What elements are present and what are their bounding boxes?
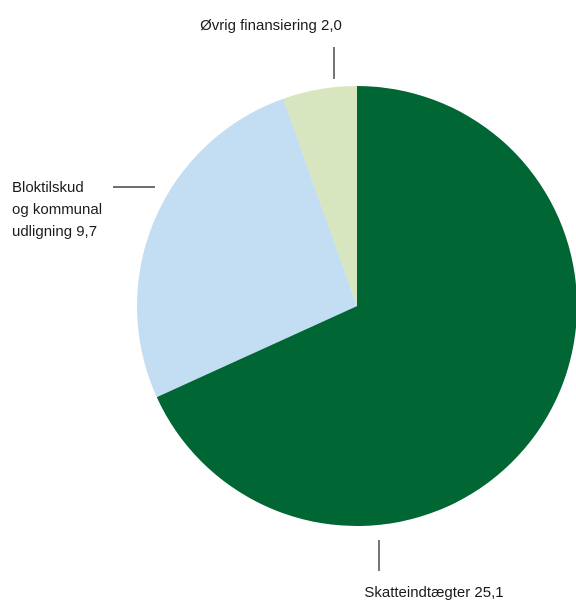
slice-label-ovrig: Øvrig finansiering 2,0 (200, 17, 342, 34)
slice-label-bloktilskud-line1: Bloktilskud (12, 179, 84, 196)
pie-slices (137, 86, 576, 526)
slice-label-bloktilskud-line3: udligning 9,7 (12, 223, 97, 240)
pie-slice-bloktilskud-og-kommunal-udligning (137, 98, 357, 398)
pie-slice-øvrig-finansiering (283, 86, 357, 306)
slice-label-skat: Skatteindtægter 25,1 (364, 584, 503, 601)
slice-label-bloktilskud-line2: og kommunal (12, 201, 102, 218)
pie-slice-skatteindtægter (156, 86, 576, 526)
